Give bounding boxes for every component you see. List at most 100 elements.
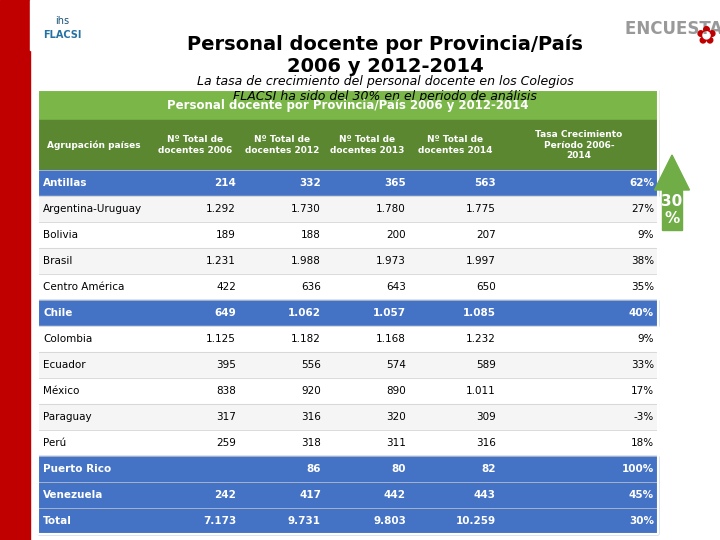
Bar <box>38 222 658 248</box>
Text: 10.259: 10.259 <box>456 516 496 526</box>
Text: 574: 574 <box>386 360 406 370</box>
Text: Ecuador: Ecuador <box>43 360 86 370</box>
Text: 86: 86 <box>307 464 321 474</box>
Bar <box>38 508 658 534</box>
Text: 1.125: 1.125 <box>206 334 236 344</box>
Text: ENCUESTA 2015: ENCUESTA 2015 <box>625 20 720 38</box>
Text: 9%: 9% <box>637 230 654 240</box>
Text: Puerto Rico: Puerto Rico <box>43 464 112 474</box>
Text: 100%: 100% <box>622 464 654 474</box>
Text: Chile: Chile <box>43 308 73 318</box>
Text: 9.803: 9.803 <box>373 516 406 526</box>
Text: 259: 259 <box>216 438 236 448</box>
Text: 40%: 40% <box>629 308 654 318</box>
Text: 200: 200 <box>387 230 406 240</box>
Text: 309: 309 <box>476 412 496 422</box>
Text: 7.173: 7.173 <box>203 516 236 526</box>
Bar <box>662 190 682 230</box>
Text: 18%: 18% <box>631 438 654 448</box>
Text: Bolivia: Bolivia <box>43 230 78 240</box>
Text: 1.168: 1.168 <box>376 334 406 344</box>
Text: 33%: 33% <box>631 360 654 370</box>
Text: 1.730: 1.730 <box>292 204 321 214</box>
Text: Agrupación países: Agrupación países <box>48 140 141 150</box>
Text: 207: 207 <box>476 230 496 240</box>
Text: FLACSI: FLACSI <box>42 30 81 40</box>
Text: 9%: 9% <box>637 334 654 344</box>
Text: 45%: 45% <box>629 490 654 500</box>
Bar <box>30 0 95 50</box>
Text: 636: 636 <box>301 282 321 292</box>
Text: 82: 82 <box>482 464 496 474</box>
Text: 1.011: 1.011 <box>467 386 496 396</box>
Text: 62%: 62% <box>629 178 654 188</box>
Text: 30
%: 30 % <box>662 194 683 226</box>
Bar <box>38 326 658 352</box>
Bar <box>38 120 658 170</box>
Text: Brasil: Brasil <box>43 256 73 266</box>
Text: 442: 442 <box>384 490 406 500</box>
Text: 9.731: 9.731 <box>288 516 321 526</box>
Text: 317: 317 <box>216 412 236 422</box>
Text: ✿: ✿ <box>696 24 716 48</box>
Text: 443: 443 <box>474 490 496 500</box>
Text: 838: 838 <box>216 386 236 396</box>
Text: 920: 920 <box>301 386 321 396</box>
Bar <box>38 404 658 430</box>
Text: Nº Total de
docentes 2012: Nº Total de docentes 2012 <box>246 136 320 154</box>
Text: 1.973: 1.973 <box>376 256 406 266</box>
Bar <box>38 170 658 196</box>
Text: Total: Total <box>43 516 72 526</box>
Text: 556: 556 <box>301 360 321 370</box>
Bar <box>38 352 658 378</box>
Polygon shape <box>654 155 690 190</box>
Text: Personal docente por Provincia/País
2006 y 2012-2014: Personal docente por Provincia/País 2006… <box>187 35 583 77</box>
Text: 316: 316 <box>476 438 496 448</box>
Bar <box>38 430 658 456</box>
Text: 417: 417 <box>299 490 321 500</box>
Text: 1.775: 1.775 <box>466 204 496 214</box>
Text: 1.780: 1.780 <box>377 204 406 214</box>
Text: 890: 890 <box>386 386 406 396</box>
Text: Paraguay: Paraguay <box>43 412 91 422</box>
Text: 80: 80 <box>392 464 406 474</box>
Text: 35%: 35% <box>631 282 654 292</box>
Text: 189: 189 <box>216 230 236 240</box>
Bar <box>38 196 658 222</box>
Text: 563: 563 <box>474 178 496 188</box>
Text: Tasa Crecimiento
Período 2006-
2014: Tasa Crecimiento Período 2006- 2014 <box>536 130 623 160</box>
Text: Nº Total de
docentes 2013: Nº Total de docentes 2013 <box>330 136 405 154</box>
Text: Nº Total de
docentes 2006: Nº Total de docentes 2006 <box>158 136 232 154</box>
Text: 643: 643 <box>386 282 406 292</box>
Text: 365: 365 <box>384 178 406 188</box>
Text: 17%: 17% <box>631 386 654 396</box>
Text: 422: 422 <box>216 282 236 292</box>
Bar <box>0 0 30 540</box>
Text: Personal docente por Provincia/País 2006 y 2012-2014: Personal docente por Provincia/País 2006… <box>167 98 528 111</box>
Text: 1.057: 1.057 <box>373 308 406 318</box>
Bar <box>38 90 658 120</box>
Text: 214: 214 <box>214 178 236 188</box>
Text: 318: 318 <box>301 438 321 448</box>
Text: 1.182: 1.182 <box>291 334 321 344</box>
Text: 1.085: 1.085 <box>463 308 496 318</box>
Bar <box>38 300 658 326</box>
Text: 188: 188 <box>301 230 321 240</box>
Text: 1.292: 1.292 <box>206 204 236 214</box>
Text: Argentina-Uruguay: Argentina-Uruguay <box>43 204 142 214</box>
Bar <box>38 482 658 508</box>
Bar <box>38 274 658 300</box>
Text: La tasa de crecimiento del personal docente en los Colegios
FLACSI ha sido del 3: La tasa de crecimiento del personal doce… <box>197 75 573 103</box>
Text: 1.997: 1.997 <box>466 256 496 266</box>
Text: Antillas: Antillas <box>43 178 88 188</box>
Text: Venezuela: Venezuela <box>43 490 104 500</box>
Text: 650: 650 <box>476 282 496 292</box>
Text: 1.988: 1.988 <box>291 256 321 266</box>
Text: 332: 332 <box>300 178 321 188</box>
Text: Perú: Perú <box>43 438 66 448</box>
Text: 1.062: 1.062 <box>288 308 321 318</box>
Text: Colombia: Colombia <box>43 334 92 344</box>
Text: 311: 311 <box>386 438 406 448</box>
Text: Nº Total de
docentes 2014: Nº Total de docentes 2014 <box>418 136 492 154</box>
Text: México: México <box>43 386 79 396</box>
